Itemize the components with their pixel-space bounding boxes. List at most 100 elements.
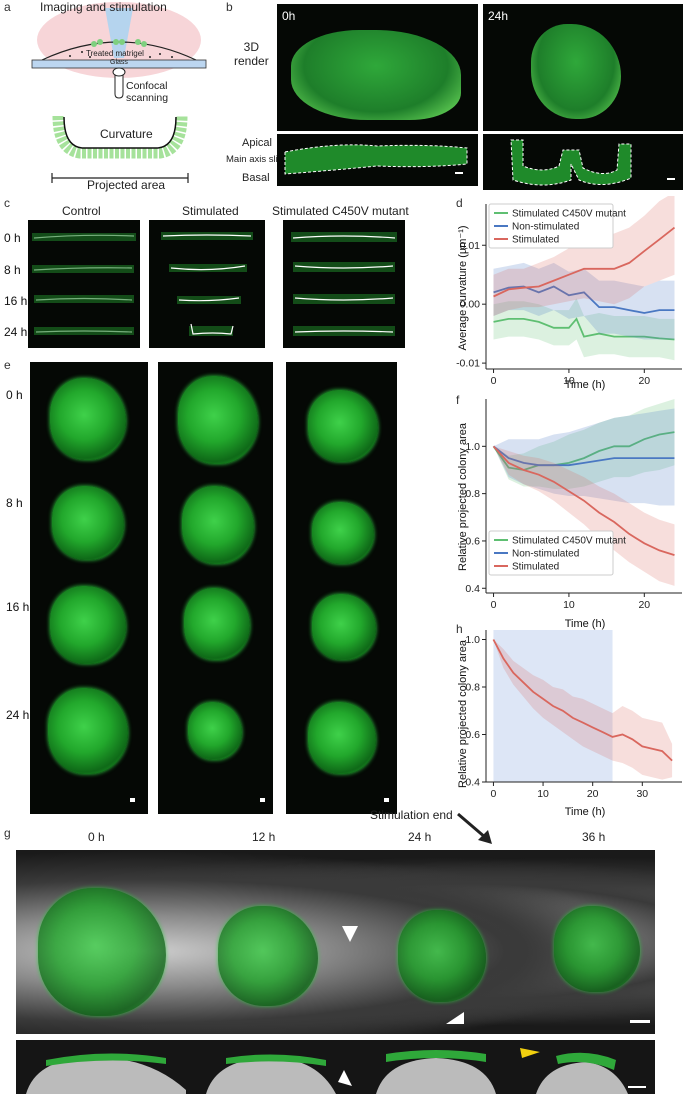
main-axis-slice-label: Main axis slice [226,154,288,165]
chart-f-ytick-label: 0.8 [465,488,480,500]
chart-d-ytick-label: -0.01 [456,358,480,370]
e-stim-0h-colony [178,376,258,464]
panel-c: Control Stimulated Stimulated C450V muta… [0,196,450,356]
side-scale-bar [628,1086,646,1088]
e-control-24h-colony [48,688,128,774]
g-colony-0h [38,888,166,1016]
chart-d-xlabel: Time (h) [565,379,606,391]
chart-f-xtick-label: 10 [563,599,575,611]
projected-area-label: Projected area [87,178,166,192]
chart-f-ylabel: Relative projected colony area [457,422,469,571]
panel-letter-f: f [456,393,460,407]
g-timelapse-image [16,850,655,1034]
panel-a-schematic: Imaging and stimulation Treated matrigel… [20,0,220,195]
c-mutant-traces [291,232,397,336]
chart-f-line-non-stimulated [492,445,675,467]
c-row-8h: 8 h [4,263,21,277]
chart-d-band-stimulated-c450v-mutant [493,298,675,361]
e-control-scale-bar [130,798,135,802]
e-mutant-scale-bar [384,798,389,802]
c-col-control: Control [62,204,101,218]
dome-outline [41,41,197,61]
e-control-0h-colony [50,378,126,460]
basal-label: Basal [242,172,270,184]
chart-h-band-stimulated [493,639,673,780]
g-time-12h: 12 h [252,830,276,844]
light-beam [105,8,133,58]
chart-f-xtick-label: 20 [638,599,650,611]
slice-0h-svg [284,144,468,175]
chart-f-legend-box [488,530,614,576]
stimulation-end-arrow-icon [457,812,492,844]
render-24h-time: 24h [488,9,509,23]
glass-label: Glass [110,59,128,66]
c-col-stimulated: Stimulated [182,204,239,218]
chart-h-ytick-label: 0.8 [465,682,480,694]
render-0h-blob [291,30,461,120]
e-row-24h: 24 h [6,708,30,722]
cell-dots [91,39,147,47]
white-arrowhead-icon-2 [446,1012,464,1024]
g-colony-24h [398,910,486,1002]
chart-f-ytick-label: 0.6 [465,535,480,547]
c-stimulated-traces [161,232,253,336]
e-mutant-16h-colony [312,594,376,660]
chart-f-band-stimulated [493,446,675,586]
e-row-8h: 8 h [6,496,23,510]
slice-0h-image [277,134,478,186]
chart-d-legend-label: Stimulated C450V mutant [512,209,626,220]
panel-letter-g: g [4,826,11,840]
panel-e: 0 h 8 h 16 h 24 h [0,358,455,820]
chart-h-xtick-label: 30 [636,788,648,800]
particle-dots [69,51,173,58]
render-24h-blob [531,24,621,119]
curvature-label: Curvature [100,127,153,141]
chart-h-ytick-label: 1.0 [465,634,480,646]
c-col-mutant: Stimulated C450V mutant [272,204,409,218]
chart-h-line-stimulated [492,639,673,762]
render-0h-image: 0h [277,4,478,131]
side-white-arrowhead-icon [338,1070,352,1086]
apical-label: Apical [242,137,272,149]
render-24h-image: 24h [483,4,683,131]
e-mutant-image [286,362,397,814]
3d-render-label: 3D render [234,40,269,68]
panel-letter-d: d [456,196,463,210]
e-control-16h-colony [50,586,126,664]
chart-h-ytick-label: 0.4 [465,777,480,789]
g-time-0h: 0 h [88,830,105,844]
chart-f-legend-label: Stimulated C450V mutant [512,536,626,547]
slice-24h-svg [510,139,675,186]
panel-a-title: Imaging and stimulation [40,0,167,14]
chart-f-xlabel: Time (h) [565,618,606,630]
chart-f-line-stimulated [492,445,675,556]
chart-d-ytick-label: 0.01 [460,240,481,252]
chart-d-xtick-label: 0 [491,375,497,387]
chart-d-ytick-label: 0.00 [460,299,481,311]
chart-f-band-stimulated-c450v-mutant [493,399,675,489]
c-row-24h: 24 h [4,325,28,339]
treated-matrigel-label: Treated matrigel [86,49,144,58]
e-stim-16h-colony [184,588,250,660]
panel-letter-c: c [4,196,10,210]
g-colony-36h [554,906,640,992]
g-colony-12h [218,906,318,1006]
chart-d-ylabel: Average curvature (µm⁻¹) [457,225,469,350]
c-stimulated-image [149,220,265,348]
c-control-image [28,220,140,348]
chart-d-line-stimulated-c450v-mutant [493,317,675,341]
chart-d-band-non-stimulated [493,262,675,340]
colony-curvature-sketch [52,115,188,159]
chart-d-legend-box [488,203,614,249]
chart-h-ytick-label: 0.6 [465,729,480,741]
e-stimulated-image [158,362,273,814]
chart-h-xtick-label: 0 [491,788,497,800]
chart-f-legend-label: Stimulated [512,562,559,573]
chart-d-curvature: 0 10 20 -0.01 0.00 0.01 Stimulated C450V muta… [456,196,682,391]
chart-d-xtick-label: 20 [638,375,650,387]
panel-b: 3D render Apical Main axis slice Basal 0… [226,0,685,195]
e-mutant-24h-colony [308,702,376,774]
yellow-arrowhead-icon [520,1048,540,1058]
slice-24h-image [483,134,683,190]
chart-d-legend-label: Non-stimulated [512,222,579,233]
